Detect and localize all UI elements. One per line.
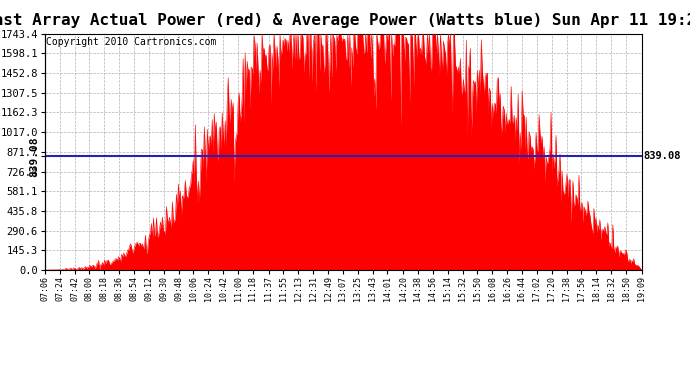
Text: 839.08: 839.08 bbox=[643, 151, 681, 161]
Text: East Array Actual Power (red) & Average Power (Watts blue) Sun Apr 11 19:21: East Array Actual Power (red) & Average … bbox=[0, 13, 690, 28]
Text: Copyright 2010 Cartronics.com: Copyright 2010 Cartronics.com bbox=[46, 37, 216, 47]
